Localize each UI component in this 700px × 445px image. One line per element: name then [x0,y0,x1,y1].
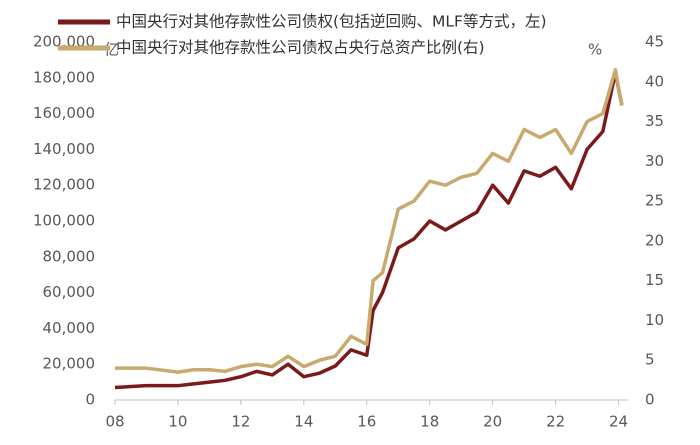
y-tick-label: 60,000 [43,283,96,301]
legend-label: 中国央行对其他存款性公司债权占央行总资产比例(右) [116,39,485,57]
y2-tick-label: 20 [645,231,664,249]
y2-tick-label: 35 [645,112,664,130]
y-tick-label: 40,000 [43,319,96,337]
y-tick-label: 100,000 [33,212,95,230]
x-tick-label: 24 [609,413,628,431]
x-tick-label: 14 [294,413,313,431]
x-tick-label: 10 [168,413,187,431]
x-tick-label: 12 [231,413,250,431]
y2-tick-label: 5 [645,351,655,369]
y-tick-label: 80,000 [43,247,96,265]
series-line [115,68,624,374]
y-tick-label: 160,000 [33,104,95,122]
y2-tick-label: 40 [645,72,664,90]
x-tick-label: 16 [357,413,376,431]
legend: 中国央行对其他存款性公司债权(包括逆回购、MLF等方式，左) 中国央行对其他存款性… [58,13,547,57]
y-tick-label: 180,000 [33,68,95,86]
x-tick-label: 18 [420,413,439,431]
y2-tick-label: 25 [645,192,664,210]
x-tick-label: 08 [105,413,124,431]
y2-tick-label: 0 [645,391,655,409]
y2-tick-label: 30 [645,152,664,170]
x-tick-label: 20 [483,413,502,431]
y2-tick-label: 15 [645,271,664,289]
y2-tick-label: 45 [645,33,664,51]
right-unit: % [588,41,602,59]
legend-label: 中国央行对其他存款性公司债权(包括逆回购、MLF等方式，左) [116,13,547,31]
series-line [114,70,624,390]
y2-tick-label: 10 [645,311,664,329]
x-tick-label: 22 [546,413,565,431]
y-tick-label: 120,000 [33,176,95,194]
left-unit: 亿 [104,41,119,59]
y-tick-label: 140,000 [33,140,95,158]
y-tick-label: 20,000 [43,355,96,373]
y-tick-label: 0 [85,391,95,409]
